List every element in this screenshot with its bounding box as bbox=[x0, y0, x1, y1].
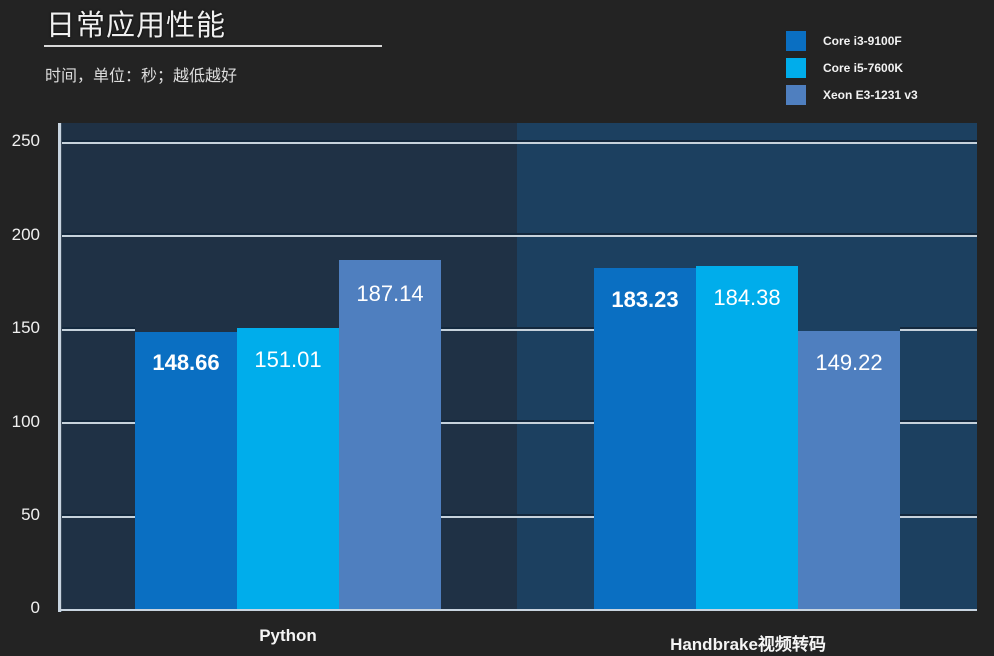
bar-value-python-i3: 148.66 bbox=[152, 350, 220, 375]
legend-item-i3: Core i3-9100F bbox=[786, 27, 918, 54]
bar-value-python-i5: 151.01 bbox=[254, 347, 322, 372]
ytick-150: 150 bbox=[11, 318, 40, 337]
gridline-150-left bbox=[58, 329, 135, 331]
x-axis-line bbox=[58, 609, 977, 611]
gridline-250 bbox=[58, 142, 977, 144]
bar-python-i5: 151.01 bbox=[237, 328, 339, 610]
gridline-100-left bbox=[58, 422, 135, 424]
legend-swatch-xeon bbox=[786, 84, 806, 105]
gridline-50-right bbox=[900, 516, 977, 518]
page-title: 日常应用性能 bbox=[46, 8, 227, 42]
gridline-150-right bbox=[900, 329, 977, 331]
ytick-100: 100 bbox=[11, 412, 40, 431]
gridline-100-right bbox=[900, 422, 977, 424]
ytick-250: 250 bbox=[11, 131, 40, 150]
gridline-50-left bbox=[58, 516, 135, 518]
xlabel-python: Python bbox=[259, 626, 317, 645]
legend-item-i5: Core i5-7600K bbox=[786, 54, 918, 81]
gridline-50-mid bbox=[441, 516, 594, 518]
bar-handbrake-i5: 184.38 bbox=[696, 266, 798, 610]
bar-handbrake-i3: 183.23 bbox=[594, 268, 696, 610]
ytick-200: 200 bbox=[11, 225, 40, 244]
bar-value-python-xeon: 187.14 bbox=[356, 281, 424, 306]
y-axis-line bbox=[58, 123, 62, 612]
legend-label-i3: Core i3-9100F bbox=[823, 33, 902, 48]
bar-value-handbrake-i3: 183.23 bbox=[611, 287, 679, 312]
legend-item-xeon: Xeon E3-1231 v3 bbox=[786, 81, 918, 108]
legend-swatch-i3 bbox=[786, 30, 806, 51]
legend-label-i5: Core i5-7600K bbox=[823, 60, 904, 75]
gridline-100-mid bbox=[441, 422, 594, 424]
gridline-150-mid bbox=[441, 329, 594, 331]
legend: Core i3-9100F Core i5-7600K Xeon E3-1231… bbox=[786, 27, 918, 108]
ytick-50: 50 bbox=[21, 505, 40, 524]
chart-subtitle: 时间，单位：秒；越低越好 bbox=[45, 66, 238, 85]
ytick-0: 0 bbox=[30, 598, 40, 617]
bar-handbrake-xeon: 149.22 bbox=[798, 331, 900, 610]
title-underline bbox=[44, 45, 382, 47]
legend-label-xeon: Xeon E3-1231 v3 bbox=[823, 87, 918, 102]
bar-value-handbrake-xeon: 149.22 bbox=[815, 350, 883, 375]
xlabel-handbrake: Handbrake视频转码 bbox=[670, 635, 826, 654]
bar-value-handbrake-i5: 184.38 bbox=[713, 285, 781, 310]
legend-swatch-i5 bbox=[786, 57, 806, 78]
bar-python-i3: 148.66 bbox=[135, 332, 237, 610]
bar-python-xeon: 187.14 bbox=[339, 260, 441, 610]
gridline-200 bbox=[58, 235, 977, 237]
